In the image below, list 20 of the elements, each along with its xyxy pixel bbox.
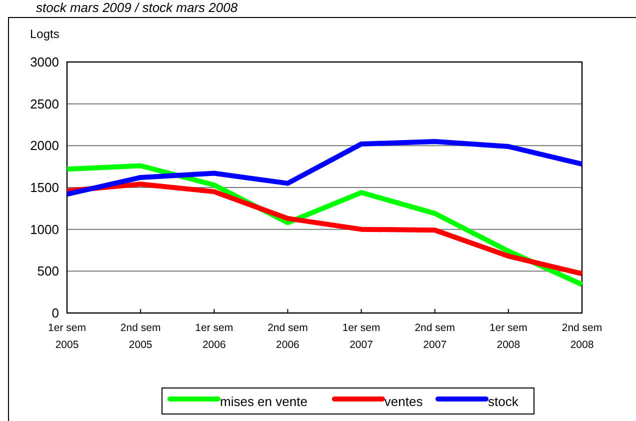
x-tick-label: 2nd sem 2007 [414, 322, 456, 351]
y-axis-title: Logts [30, 27, 60, 41]
y-tick-label: 2500 [30, 96, 59, 112]
y-tick-label: 1000 [30, 222, 59, 237]
y-tick-label: 3000 [30, 54, 59, 70]
legend-label: stock [488, 394, 519, 409]
x-tick-label: 2nd sem 2005 [120, 322, 161, 351]
x-tick-label: 1er sem 2005 [48, 322, 86, 351]
x-tick-label: 1er sem 2008 [489, 322, 528, 351]
legend-label: mises en vente [220, 394, 308, 409]
x-tick-label: 2nd sem 2006 [268, 322, 308, 351]
y-tick-label: 500 [37, 264, 59, 279]
legend-label: ventes [384, 394, 424, 409]
x-tick-label: 2nd sem 2008 [562, 322, 602, 351]
y-tick-label: 2000 [30, 138, 59, 154]
chart-subtitle: stock mars 2009 / stock mars 2008 [36, 0, 238, 15]
x-tick-label: 1er sem 2007 [342, 322, 380, 351]
x-tick-label: 1er sem 2006 [195, 322, 234, 351]
y-tick-label: 0 [52, 306, 59, 320]
y-tick-label: 1500 [30, 180, 59, 195]
